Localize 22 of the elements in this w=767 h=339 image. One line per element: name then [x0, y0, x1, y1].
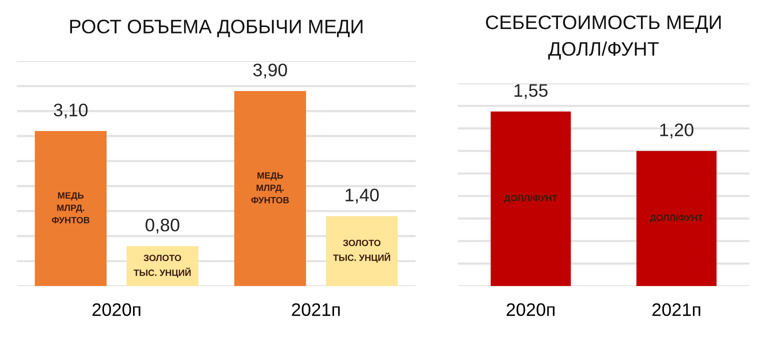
data-label: 3,10 — [54, 104, 88, 119]
x-tick-label: 2020п — [92, 303, 140, 316]
bar — [34, 131, 107, 286]
bar — [234, 91, 306, 286]
bar — [126, 246, 198, 286]
series-label: МЕДЬ МЛРД. ФУНТОВ — [251, 172, 289, 204]
data-label: 0,80 — [146, 218, 180, 234]
text: МЕДЬ МЛРД. ФУНТОВ — [52, 192, 90, 224]
data-label: 1,20 — [660, 124, 694, 138]
bar — [326, 216, 398, 286]
data-label: 1,55 — [514, 84, 548, 100]
x-tick-label: 2020п — [506, 303, 554, 316]
text: ЗОЛОТО ТЫС. УНЦИЙ — [333, 240, 390, 263]
chart-title: СЕБЕСТОИМОСТЬ МЕДИ ДОЛЛ/ФУНТ — [486, 15, 721, 60]
text: ДОЛЛ/ФУНТ — [650, 214, 704, 223]
series-label: ДОЛЛ/ФУНТ — [504, 194, 558, 203]
data-label: 1,40 — [346, 188, 379, 204]
x-tick-label: 2021п — [652, 303, 700, 316]
x-tick-label: 2021п — [292, 303, 340, 316]
series-label: ЗОЛОТО ТЫС. УНЦИЙ — [134, 254, 191, 278]
data-label: 3,90 — [253, 64, 288, 78]
chart-title: РОСТ ОБЪЕМА ДОБЫЧИ МЕДИ — [70, 20, 362, 38]
